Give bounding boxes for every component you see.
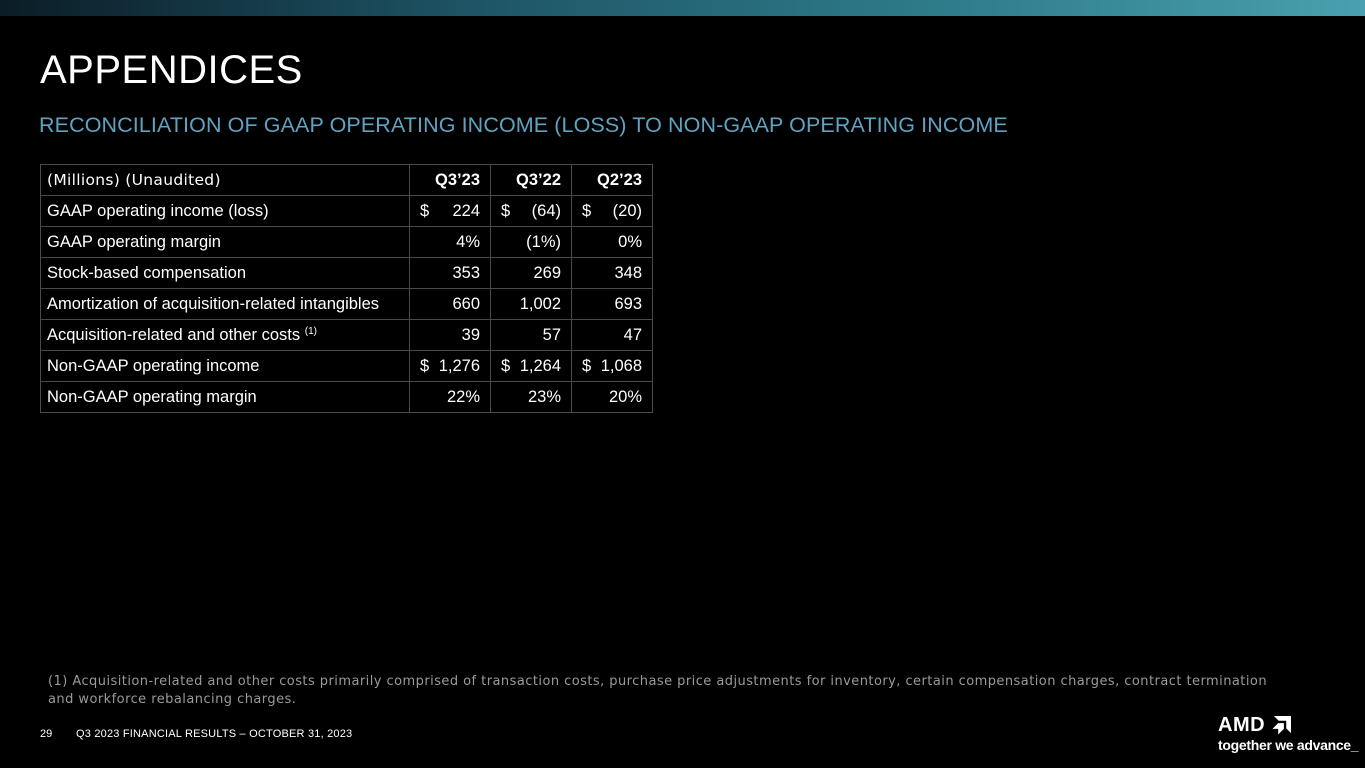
row-label: Non-GAAP operating margin	[40, 381, 410, 413]
footnote-text: (1) Acquisition-related and other costs …	[48, 674, 1268, 707]
table-cell: 47	[571, 319, 653, 351]
reconciliation-table: (Millions) (Unaudited) Q3’23 Q3’22 Q2’23…	[40, 164, 653, 413]
slide-title: APPENDICES	[40, 48, 303, 92]
table-cell: 22%	[409, 381, 491, 413]
table-cell: 23%	[490, 381, 572, 413]
cell-value: 224	[452, 201, 480, 220]
table-cell: 0%	[571, 226, 653, 258]
currency-symbol: $	[501, 201, 511, 220]
table-cell: 269	[490, 257, 572, 289]
amd-logo: AMD together we advance_	[1218, 714, 1359, 756]
currency-symbol: $	[582, 356, 592, 375]
row-label: Amortization of acquisition-related inta…	[40, 288, 410, 320]
logo-brand: AMD	[1218, 714, 1266, 736]
table-cell: $ (64)	[490, 195, 572, 227]
table-header-label: (Millions) (Unaudited)	[40, 164, 410, 196]
table-cell: (1%)	[490, 226, 572, 258]
currency-symbol: $	[420, 356, 430, 375]
table-row: Amortization of acquisition-related inta…	[40, 288, 653, 320]
table-header-q3-22: Q3’22	[490, 164, 572, 196]
table-row: GAAP operating margin 4% (1%) 0%	[40, 226, 653, 258]
table-cell: 20%	[571, 381, 653, 413]
amd-arrow-icon	[1272, 716, 1291, 735]
table-header-q2-23: Q2’23	[571, 164, 653, 196]
row-label-with-footnote: Acquisition-related and other costs (1)	[40, 319, 410, 351]
table-cell: $224	[409, 195, 491, 227]
cell-value: 1,264	[519, 356, 561, 375]
row-label: Stock-based compensation	[40, 257, 410, 289]
cell-value: 1,276	[438, 356, 480, 375]
currency-symbol: $	[501, 356, 511, 375]
table-cell: $1,068	[571, 350, 653, 382]
table-cell: $1,264	[490, 350, 572, 382]
table-cell: 4%	[409, 226, 491, 258]
footer-text: Q3 2023 FINANCIAL RESULTS – OCTOBER 31, …	[76, 728, 353, 740]
table-row: Acquisition-related and other costs (1) …	[40, 319, 653, 351]
cell-value: (20)	[612, 201, 642, 220]
table-cell: 660	[409, 288, 491, 320]
table-header-q3-23: Q3’23	[409, 164, 491, 196]
table-row: Non-GAAP operating margin 22% 23% 20%	[40, 381, 653, 413]
page-number: 29	[40, 728, 53, 740]
table-cell: 57	[490, 319, 572, 351]
table-row: GAAP operating income (loss) $224 $ (64) …	[40, 195, 653, 227]
top-accent-bar	[0, 0, 1365, 16]
currency-symbol: $	[420, 201, 430, 220]
cell-value: 1,068	[600, 356, 642, 375]
table-cell: 39	[409, 319, 491, 351]
table-cell: $1,276	[409, 350, 491, 382]
slide-subtitle: RECONCILIATION OF GAAP OPERATING INCOME …	[39, 113, 1008, 137]
table-cell: 693	[571, 288, 653, 320]
row-label: GAAP operating income (loss)	[40, 195, 410, 227]
row-label: GAAP operating margin	[40, 226, 410, 258]
table-cell: $ (20)	[571, 195, 653, 227]
table-row: Stock-based compensation 353 269 348	[40, 257, 653, 289]
table-header-row: (Millions) (Unaudited) Q3’23 Q3’22 Q2’23	[40, 164, 653, 196]
currency-symbol: $	[582, 201, 592, 220]
row-label: Non-GAAP operating income	[40, 350, 410, 382]
table-row: Non-GAAP operating income $1,276 $1,264 …	[40, 350, 653, 382]
logo-tagline: together we advance_	[1218, 737, 1359, 753]
row-label: Acquisition-related and other costs	[47, 325, 301, 344]
table-cell: 348	[571, 257, 653, 289]
table-cell: 1,002	[490, 288, 572, 320]
table-cell: 353	[409, 257, 491, 289]
cell-value: (64)	[531, 201, 561, 220]
footnote-ref: (1)	[304, 325, 317, 337]
